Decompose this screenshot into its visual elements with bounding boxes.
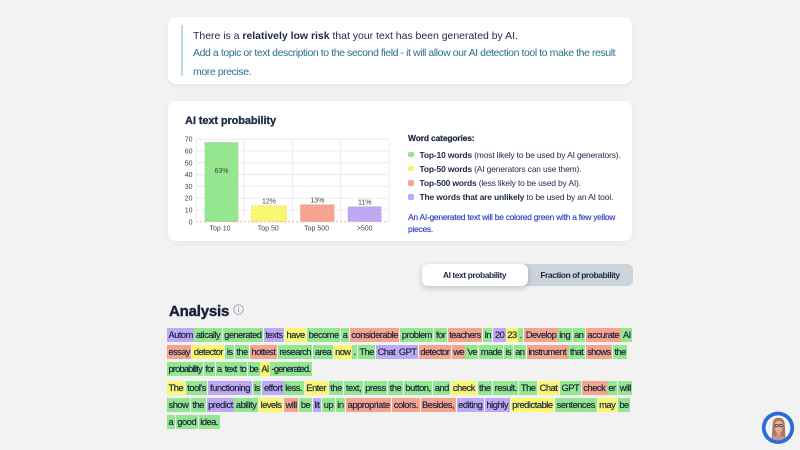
svg-text:70: 70 [185, 137, 193, 144]
svg-text:Top 10: Top 10 [209, 226, 230, 233]
svg-text:60: 60 [185, 149, 193, 156]
svg-text:50: 50 [185, 160, 193, 167]
svg-text:30: 30 [185, 184, 193, 191]
svg-text:40: 40 [185, 172, 193, 179]
svg-text:Top 500: Top 500 [304, 226, 329, 233]
svg-text:13%: 13% [310, 198, 324, 205]
svg-text:0: 0 [189, 219, 193, 226]
svg-text:10: 10 [185, 208, 193, 215]
svg-text:11%: 11% [358, 200, 372, 207]
svg-text:>500: >500 [357, 226, 373, 233]
svg-text:63%: 63% [214, 168, 228, 175]
svg-text:12%: 12% [262, 199, 276, 206]
svg-text:20: 20 [185, 196, 193, 203]
svg-text:Top 50: Top 50 [258, 226, 279, 233]
